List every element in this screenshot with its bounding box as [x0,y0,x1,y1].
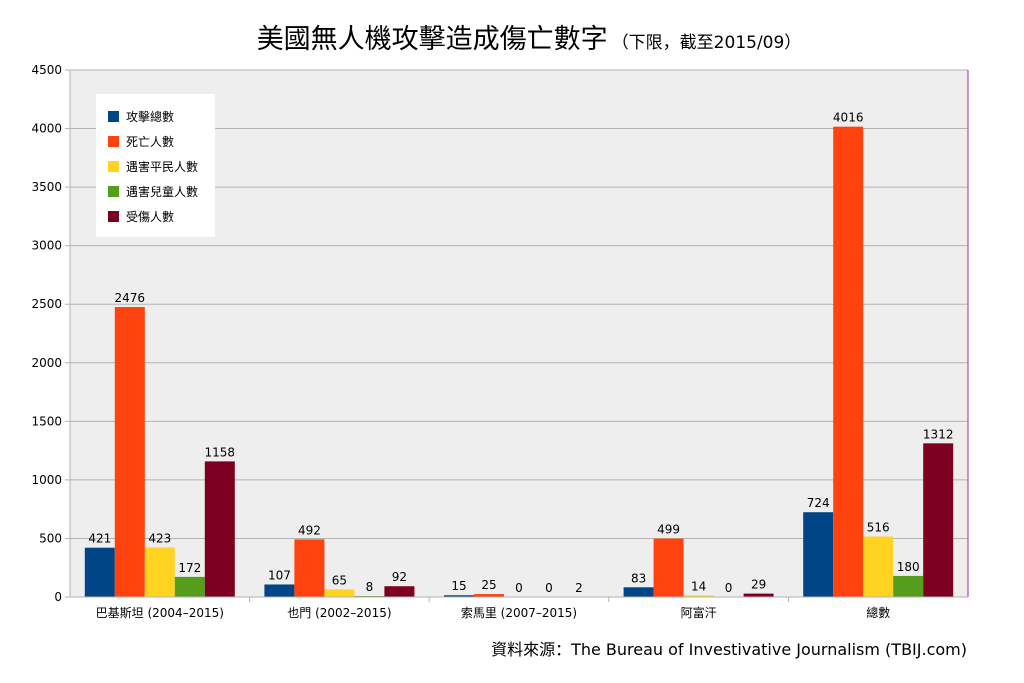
bar-value-label: 4016 [833,111,864,125]
y-tick-label: 1500 [31,414,62,428]
x-category-label: 巴基斯坦 (2004–2015) [96,606,224,620]
y-tick-label: 4500 [31,63,62,77]
x-category-label: 也門 (2002–2015) [287,606,391,620]
y-tick-label: 3500 [31,180,62,194]
bar-value-label: 0 [515,581,523,595]
y-tick-label: 500 [39,531,62,545]
x-category-label: 總數 [866,605,890,620]
legend-label: 受傷人數 [126,209,174,224]
bar-value-label: 107 [268,568,291,582]
bar [653,538,684,597]
legend-swatch [108,111,119,122]
chart-title: 美國無人機攻擊造成傷亡數字 （下限，截至2015/09） [257,24,802,55]
bar [324,589,355,597]
y-tick-label: 0 [54,590,62,604]
bar-value-label: 1158 [205,445,236,459]
bar [114,307,145,597]
bar-value-label: 83 [631,571,646,585]
bar-value-label: 0 [725,581,733,595]
legend-swatch [108,136,119,147]
bar-value-label: 14 [691,579,706,593]
bar [683,595,714,597]
y-tick-label: 1000 [31,473,62,487]
legend-swatch [108,186,119,197]
legend-swatch [108,161,119,172]
x-category-label: 索馬里 (2007–2015) [461,606,577,620]
legend-label: 遇害兒童人數 [126,184,198,199]
bar-value-label: 423 [148,531,171,545]
bar [144,547,175,597]
bar-value-label: 724 [807,496,830,510]
bar-value-label: 15 [451,579,466,593]
bar [623,587,654,597]
bar [444,595,474,597]
bar [204,461,235,597]
bar [294,539,325,597]
x-axis-categories: 巴基斯坦 (2004–2015) 也門 (2002–2015) 索馬里 (2007–… [96,597,890,620]
legend-label: 攻擊總數 [126,109,174,124]
legend-swatch [108,211,119,222]
bar [84,547,115,597]
bar [384,586,415,597]
y-tick-label: 2500 [31,297,62,311]
bar-value-label: 1312 [923,427,954,441]
bars: 421 2476 423 172 1158 107 492 65 8 92 15 25 0 0 2 83 499… [84,111,954,598]
bar [474,594,504,597]
bar-value-label: 92 [392,570,407,584]
bar [833,126,864,598]
bar-value-label: 180 [897,560,920,574]
y-tick-label: 3000 [31,239,62,253]
legend-label: 死亡人數 [126,135,174,149]
bar [893,575,924,597]
bar-value-label: 25 [481,578,496,592]
y-tick-label: 4000 [31,122,62,136]
x-category-label: 阿富汗 [681,605,717,620]
chart-title-main: 美國無人機攻擊造成傷亡數字 [257,24,608,55]
bar [174,576,205,597]
bar-value-label: 492 [298,523,321,537]
bar [743,593,774,597]
bar [264,584,295,597]
y-axis-ticks: 0 500 1000 1500 2000 2500 3000 3500 4000 4500 [31,63,70,604]
bar [863,536,894,597]
chart-subtitle: （下限，截至2015/09） [612,33,802,53]
source-note: 資料來源：The Bureau of Investivative Journal… [491,640,967,659]
legend-label: 遇害平民人數 [126,159,198,174]
bar [803,512,834,597]
y-tick-label: 2000 [31,356,62,370]
bar-value-label: 29 [751,578,766,592]
bar-value-label: 499 [657,523,680,537]
bar [923,443,954,597]
bar-value-label: 516 [867,521,890,535]
bar-value-label: 172 [178,561,201,575]
bar-value-label: 2 [575,581,583,595]
bar-value-label: 2476 [115,291,146,305]
bar-value-label: 0 [545,581,553,595]
bar-value-label: 421 [88,532,111,546]
bar-value-label: 65 [332,573,347,587]
bar-value-label: 8 [366,580,374,594]
